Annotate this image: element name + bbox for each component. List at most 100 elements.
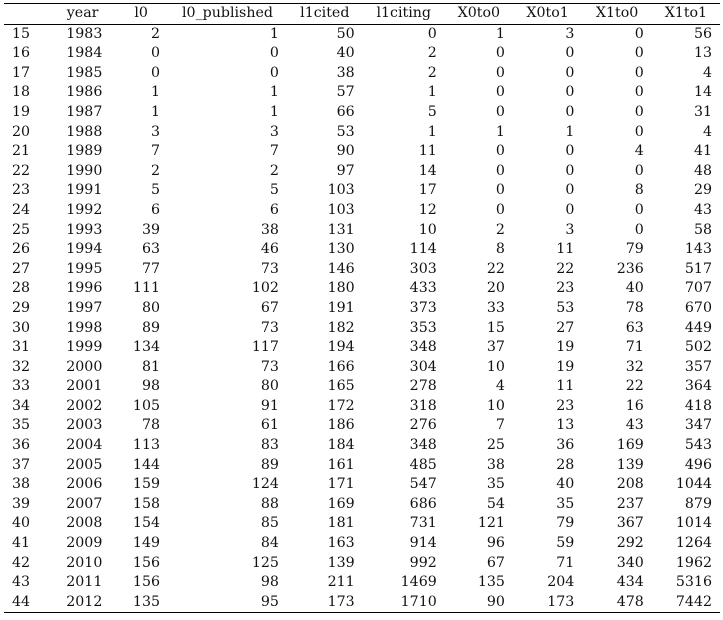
table-cell: 182 [327, 319, 355, 336]
table-cell: 131 [327, 221, 355, 238]
table-cell: 0 [565, 162, 575, 179]
table-cell: 117 [251, 339, 279, 356]
table-cell: 10 [486, 397, 505, 414]
row-index-cell: 24 [12, 201, 31, 218]
table-cell: 135 [477, 574, 505, 591]
table-cell: 105 [132, 397, 161, 414]
table-cell: 91 [260, 397, 279, 414]
table-cell: 172 [327, 397, 355, 414]
table-cell: 180 [327, 280, 355, 297]
table-cell: 1995 [66, 260, 103, 277]
table-row: 44 2012 135 95 173 1710 90 173 478 7442 [4, 593, 720, 613]
table-cell: 78 [141, 417, 161, 434]
table-row: 23 1991 5 5 103 17 0 0 8 29 [4, 181, 720, 201]
table-cell: 1 [495, 123, 505, 140]
table-cell: 0 [495, 162, 505, 179]
table-cell: 32 [625, 358, 644, 375]
table-cell: 66 [336, 103, 355, 120]
row-index-cell: 38 [12, 476, 31, 493]
table-row: 29 1997 80 67 191 373 33 53 78 670 [4, 299, 720, 319]
table-cell: 1985 [66, 64, 103, 81]
table-cell: 11 [418, 143, 437, 160]
table-cell: 184 [327, 437, 355, 454]
table-cell: 0 [495, 84, 505, 101]
table-cell: 11 [556, 241, 575, 258]
table-cell: 1999 [66, 339, 103, 356]
table-cell: 54 [486, 495, 505, 512]
table-cell: 0 [495, 45, 505, 62]
table-row: 25 1993 39 38 131 10 2 3 0 58 [4, 221, 720, 241]
table-cell: 418 [684, 397, 712, 414]
table-row: 21 1989 7 7 90 11 0 0 4 41 [4, 142, 720, 162]
table-cell: 20 [486, 280, 505, 297]
row-index-cell: 32 [12, 358, 31, 375]
table-cell: 707 [684, 280, 712, 297]
table-cell: 434 [616, 574, 644, 591]
table-cell: 14 [418, 162, 437, 179]
table-cell: 121 [477, 515, 505, 532]
table-cell: 89 [260, 456, 279, 473]
table-cell: 16 [625, 397, 644, 414]
table-cell: 19 [556, 358, 575, 375]
table-cell: 135 [132, 593, 161, 610]
table-cell: 0 [634, 45, 644, 62]
table-cell: 2000 [66, 358, 103, 375]
table-cell: 173 [547, 593, 575, 610]
table-row: 28 1996 111 102 180 433 20 23 40 707 [4, 279, 720, 299]
table-cell: 41 [693, 143, 712, 160]
table-cell: 0 [634, 123, 644, 140]
table-cell: 5 [150, 182, 161, 199]
table-cell: 63 [141, 241, 161, 258]
table-row: 36 2004 113 83 184 348 25 36 169 543 [4, 436, 720, 456]
row-index-cell: 20 [12, 123, 31, 140]
table-cell: 0 [495, 64, 505, 81]
table-cell: 161 [327, 456, 355, 473]
table-cell: 130 [327, 241, 355, 258]
table-cell: 0 [634, 64, 644, 81]
row-index-cell: 29 [12, 299, 31, 316]
table-cell: 1983 [66, 25, 103, 42]
table-cell: 139 [616, 456, 644, 473]
table-cell: 0 [565, 64, 575, 81]
table-cell: 517 [684, 260, 712, 277]
table-cell: 2 [150, 162, 161, 179]
table-cell: 61 [260, 417, 279, 434]
table-cell: 686 [409, 495, 437, 512]
table-cell: 10 [486, 358, 505, 375]
table-cell: 303 [409, 260, 437, 277]
table-row: 31 1999 134 117 194 348 37 19 71 502 [4, 338, 720, 358]
table-cell: 156 [132, 574, 161, 591]
table-cell: 353 [409, 319, 437, 336]
table-cell: 0 [495, 103, 505, 120]
table-cell: 23 [556, 397, 575, 414]
table-cell: 169 [327, 495, 355, 512]
row-index-cell: 43 [12, 574, 31, 591]
table-cell: 1469 [400, 574, 437, 591]
table-cell: 73 [260, 358, 279, 375]
table-cell: 7442 [675, 593, 712, 610]
table-row: 39 2007 158 88 169 686 54 35 237 879 [4, 495, 720, 515]
table-cell: 2012 [66, 593, 103, 610]
table-cell: 5 [427, 103, 437, 120]
table-cell: 1 [495, 25, 505, 42]
table-cell: 98 [260, 574, 279, 591]
table-cell: 103 [327, 182, 355, 199]
table-cell: 2 [427, 45, 437, 62]
table-cell: 139 [327, 554, 355, 571]
table-cell: 181 [327, 515, 355, 532]
table-row: 41 2009 149 84 163 914 96 59 292 1264 [4, 534, 720, 554]
column-header: l0 [134, 5, 148, 21]
table-cell: 22 [486, 260, 505, 277]
table-cell: 1264 [675, 535, 712, 552]
data-table: year l0 l0_published l1cited l1citing X0to0 X0… [4, 3, 720, 613]
row-index-cell: 15 [12, 25, 31, 42]
table-cell: 173 [327, 593, 355, 610]
row-index-cell: 37 [12, 456, 31, 473]
table-cell: 63 [625, 319, 644, 336]
table-cell: 2001 [66, 378, 103, 395]
table-cell: 38 [336, 64, 355, 81]
table-cell: 0 [565, 143, 575, 160]
table-cell: 11 [556, 378, 575, 395]
table-cell: 83 [260, 437, 279, 454]
table-cell: 373 [409, 299, 437, 316]
